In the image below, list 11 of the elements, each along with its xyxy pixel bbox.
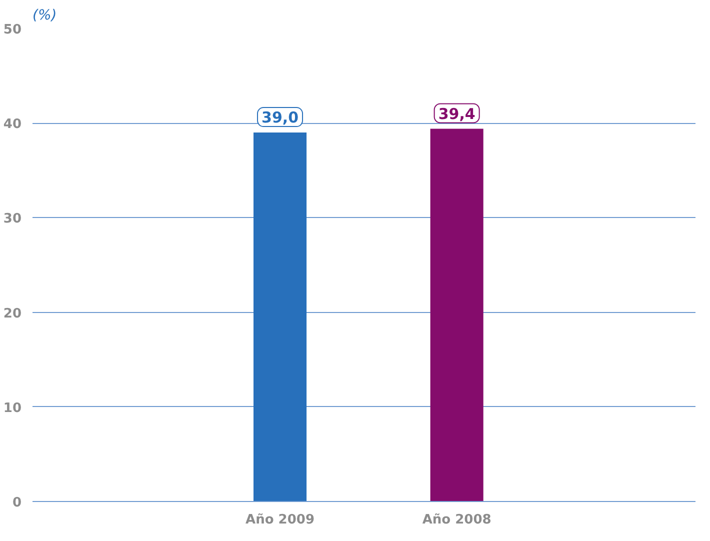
x-tick-label: Año 2008 — [422, 512, 492, 528]
y-tick-label: 20 — [3, 306, 22, 322]
data-label: 39,0 — [262, 108, 299, 127]
data-label: 39,4 — [438, 104, 476, 123]
y-tick-label: 0 — [12, 496, 22, 510]
y-axis-title: (%) — [32, 8, 57, 24]
y-tick-label: 40 — [3, 117, 22, 132]
y-tick-label: 50 — [3, 22, 22, 38]
y-tick-label: 10 — [3, 400, 22, 416]
x-tick-label: Año 2009 — [246, 512, 315, 528]
y-tick-label: 30 — [3, 212, 22, 227]
